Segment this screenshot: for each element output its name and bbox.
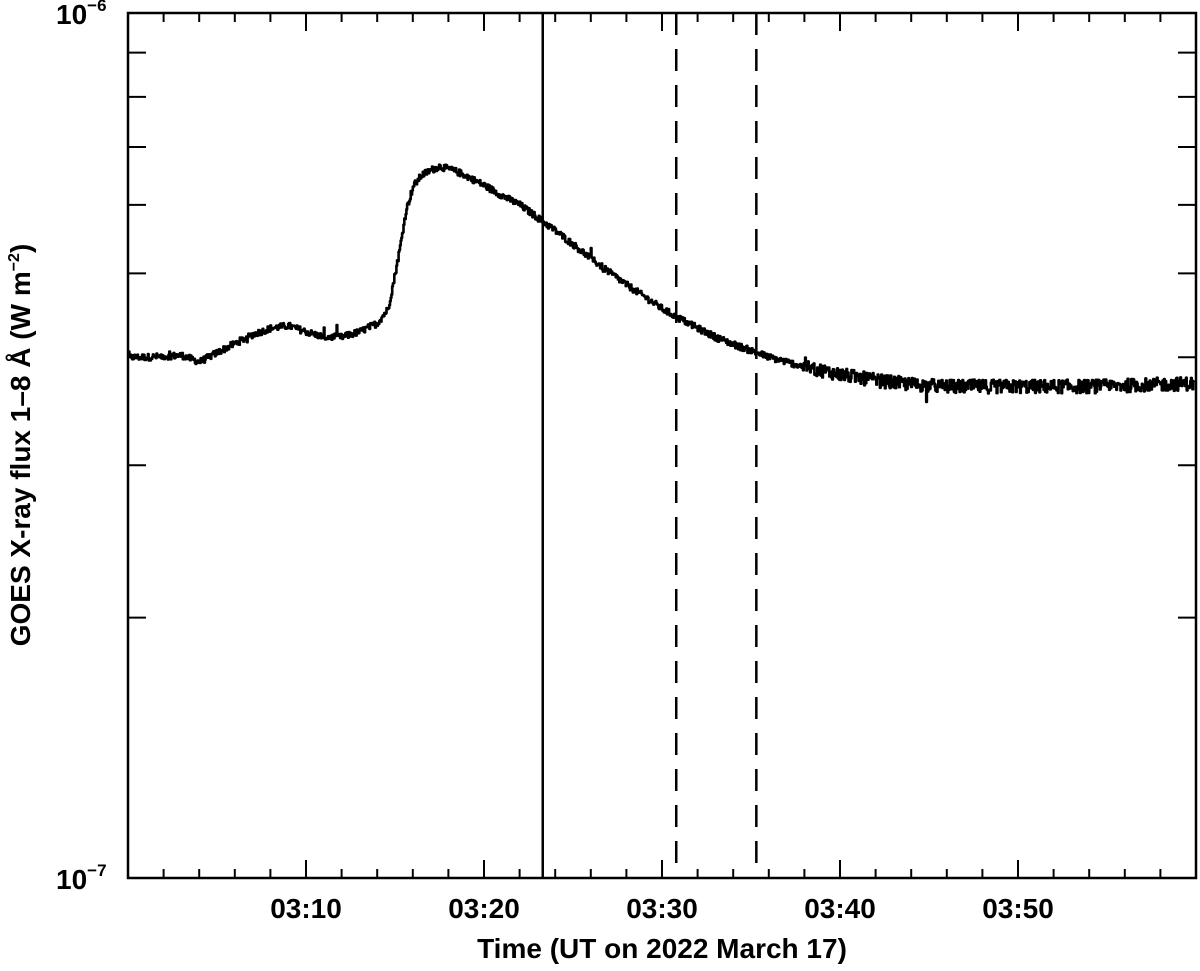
x-tick-labels: 03:10 03:20 03:30 03:40 03:50 (270, 893, 1054, 924)
x-tick-label: 03:20 (448, 893, 520, 924)
y-tick-labels: 10−610−7 (56, 0, 107, 895)
y-axis-label-close: ) (5, 244, 36, 253)
y-tick-label-base: 10 (56, 0, 87, 30)
y-tick-label: 10−7 (56, 861, 107, 895)
y-tick-label-base: 10 (56, 864, 87, 895)
y-tick-label-exponent: −6 (87, 0, 106, 15)
plot-frame (126, 11, 1198, 880)
y-axis-label-unit-exponent: −2 (6, 253, 23, 271)
series-line-goes-flux (127, 163, 1196, 404)
y-tick-label-exponent: −7 (87, 861, 106, 880)
y-axis-label-main: GOES X-ray flux 1–8 Å (W m (5, 271, 36, 646)
x-tick-label: 03:10 (270, 893, 342, 924)
x-tick-label: 03:50 (982, 893, 1054, 924)
time-markers (541, 13, 758, 878)
x-axis-label: Time (UT on 2022 March 17) (477, 933, 847, 964)
axis-ticks (128, 13, 1196, 878)
y-tick-label: 10−6 (56, 0, 107, 30)
y-axis-label: GOES X-ray flux 1–8 Å (W m−2) (5, 244, 36, 647)
plot-area (126, 11, 1198, 880)
x-tick-label: 03:40 (804, 893, 876, 924)
x-tick-label: 03:30 (626, 893, 698, 924)
